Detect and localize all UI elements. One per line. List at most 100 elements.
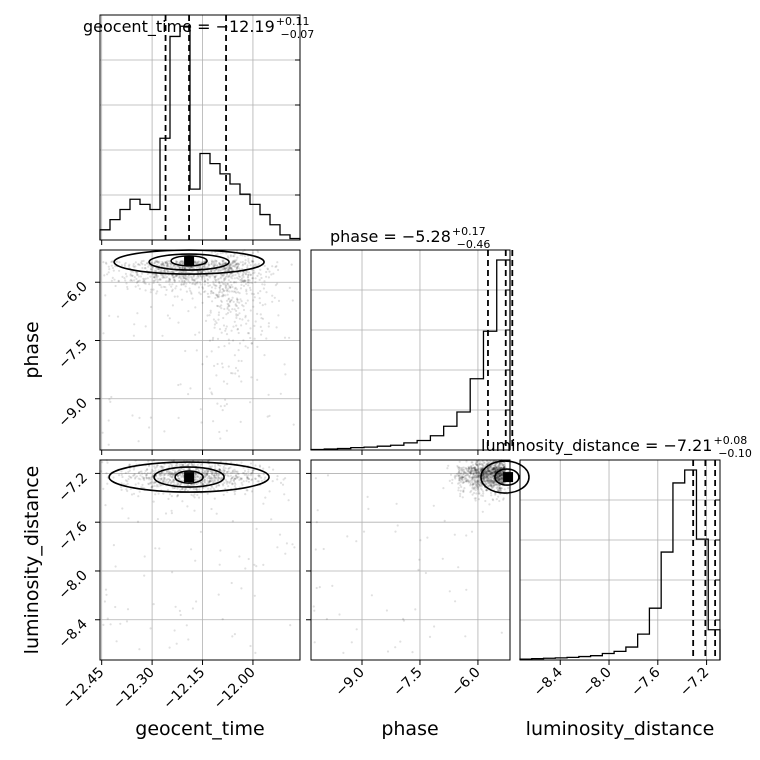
sample-point — [199, 275, 203, 278]
sample-point — [238, 317, 241, 320]
sample-point — [168, 471, 171, 474]
sample-point — [212, 477, 215, 480]
sample-point — [143, 478, 146, 482]
sample-point — [203, 260, 206, 263]
sample-point — [229, 266, 232, 269]
sample-point — [133, 474, 136, 477]
sample-point — [170, 285, 173, 288]
sample-point — [224, 398, 227, 401]
sample-point — [455, 474, 458, 478]
sample-point — [489, 470, 492, 473]
sample-point — [486, 479, 489, 482]
sample-point — [166, 262, 169, 266]
sample-point — [496, 476, 499, 479]
sample-point — [175, 462, 179, 465]
sample-point — [147, 464, 151, 468]
sample-point — [482, 479, 485, 482]
sample-point — [103, 600, 106, 603]
sample-point — [498, 474, 501, 477]
sample-point — [246, 476, 249, 479]
sample-point — [285, 542, 288, 545]
sample-point — [491, 479, 494, 483]
sample-point — [186, 271, 190, 274]
sample-point — [487, 469, 490, 472]
sample-point — [173, 266, 177, 270]
sample-point — [158, 260, 161, 263]
sample-point — [145, 474, 148, 477]
sample-point — [221, 268, 225, 271]
sample-point — [174, 471, 177, 474]
sample-point — [247, 319, 250, 322]
sample-point — [200, 271, 203, 274]
sample-point — [487, 479, 490, 482]
sample-point — [193, 493, 196, 496]
sample-point — [230, 581, 233, 585]
sample-point — [257, 272, 260, 275]
sample-point — [159, 474, 162, 478]
sample-point — [493, 466, 496, 469]
sample-point — [473, 470, 476, 474]
sample-point — [488, 478, 491, 481]
sample-point — [171, 274, 174, 277]
sample-point — [219, 288, 222, 292]
sample-point — [185, 290, 188, 293]
sample-point — [177, 470, 180, 473]
sample-point — [482, 474, 485, 477]
sample-point — [189, 289, 192, 292]
sample-point — [473, 468, 476, 471]
sample-point — [471, 478, 474, 481]
sample-point — [469, 468, 472, 471]
sample-point — [219, 276, 222, 279]
sample-point — [149, 275, 152, 278]
sample-point — [486, 477, 489, 480]
sample-point — [160, 465, 163, 468]
sample-point — [503, 465, 507, 468]
sample-point — [242, 263, 245, 266]
sample-point — [495, 483, 498, 486]
sample-point — [250, 478, 254, 481]
sample-point — [212, 280, 215, 283]
sample-point — [485, 475, 488, 478]
sample-point — [234, 261, 237, 264]
sample-point — [180, 476, 183, 479]
sample-point — [489, 465, 493, 468]
sample-point — [169, 264, 172, 267]
sample-point — [492, 466, 495, 469]
sample-point — [204, 319, 208, 322]
sample-point — [229, 286, 232, 289]
sample-point — [465, 460, 468, 463]
sample-point — [264, 476, 267, 479]
sample-point — [260, 333, 263, 336]
sample-point — [215, 274, 218, 277]
frame-phase — [310, 249, 511, 451]
sample-point — [179, 613, 182, 617]
sample-point — [222, 324, 226, 327]
sample-point — [196, 261, 200, 264]
sample-point — [503, 488, 506, 491]
sample-point — [247, 273, 250, 277]
sample-point — [159, 483, 163, 486]
sample-point — [458, 471, 461, 475]
sample-point — [477, 467, 480, 470]
sample-point — [183, 266, 187, 269]
sample-point — [227, 276, 230, 279]
sample-point — [499, 481, 502, 484]
sample-point — [491, 498, 494, 501]
sample-point — [230, 461, 233, 464]
sample-point — [457, 486, 460, 489]
sample-point — [471, 493, 474, 496]
sample-point — [493, 466, 496, 469]
sample-point — [150, 486, 153, 489]
sample-point — [154, 475, 157, 478]
sample-point — [180, 260, 183, 263]
sample-point — [124, 279, 127, 282]
sample-point — [169, 473, 172, 476]
sample-point — [461, 470, 464, 473]
sample-point — [227, 268, 230, 271]
x-tick-label-luminosity_distance-2: −7.6 — [628, 664, 663, 699]
sample-point — [143, 279, 146, 282]
sample-point — [493, 467, 496, 471]
sample-point — [155, 466, 158, 469]
sample-point — [468, 466, 471, 469]
sample-point — [235, 304, 238, 308]
